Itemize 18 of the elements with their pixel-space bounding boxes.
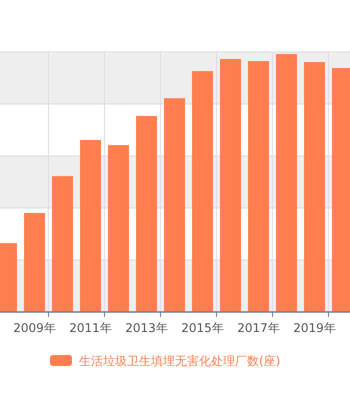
bar: [24, 212, 45, 312]
bar: [164, 98, 185, 312]
x-tick-label: 2009年: [13, 321, 56, 335]
bar: [304, 62, 325, 312]
bar: [276, 54, 297, 312]
bar: [136, 116, 157, 312]
x-tick-label: 2017年: [237, 321, 280, 335]
bar: [220, 58, 241, 312]
x-tick-label: 2011年: [69, 321, 112, 335]
x-tick-label: 2013年: [125, 321, 168, 335]
bar: [52, 176, 73, 312]
bar: [108, 145, 129, 312]
bar: [248, 61, 269, 312]
bar: [80, 140, 101, 312]
x-tick-label: 2019年: [293, 321, 336, 335]
x-tick-label: 2015年: [181, 321, 224, 335]
legend-label: 生活垃圾卫生填埋无害化处理厂数(座): [79, 354, 280, 368]
bar: [192, 71, 213, 312]
